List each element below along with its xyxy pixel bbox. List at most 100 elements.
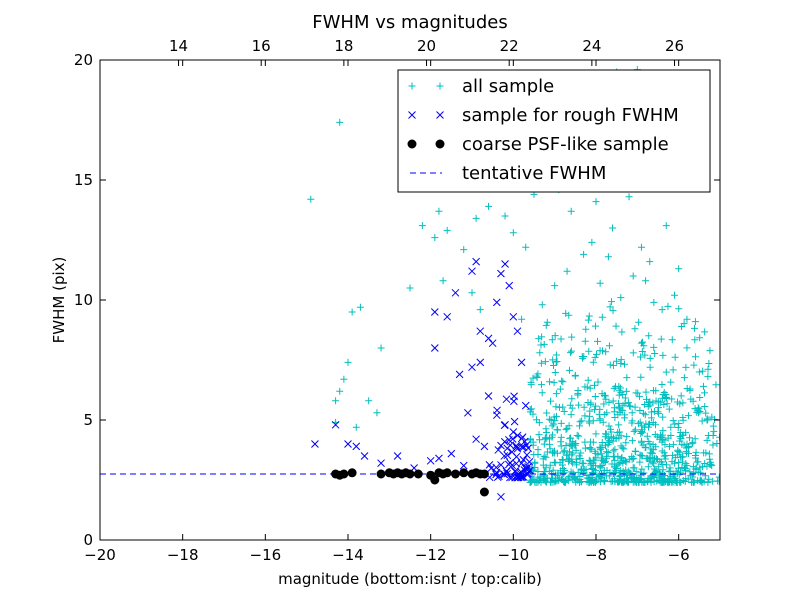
all-sample-point [689,463,697,471]
all-sample-point [546,378,554,386]
all-sample-point [550,420,558,428]
all-sample-point [577,449,585,457]
all-sample-point [537,359,545,367]
all-sample-point [672,467,680,475]
all-sample-point [677,453,685,461]
all-sample-point [637,430,645,438]
all-sample-point [683,344,691,352]
all-sample-point [577,465,585,473]
all-sample-point [559,448,567,456]
all-sample-point [671,353,679,361]
all-sample-point [675,419,683,427]
all-sample-point [567,411,575,419]
all-sample-point [655,409,663,417]
psf-like-sample-point [413,469,423,479]
all-sample-point [623,374,631,382]
all-sample-point [551,332,559,340]
all-sample-point [552,358,560,366]
all-sample-point [592,198,600,206]
all-sample-point [603,409,611,417]
legend-label: all sample [462,76,554,97]
rough-fwhm-sample-point [508,473,516,482]
all-sample-point [556,385,564,393]
all-sample-point [612,464,620,472]
rough-fwhm-sample-point [492,470,500,479]
all-sample-point [534,370,542,378]
all-sample-point [612,322,620,330]
all-sample-point [654,397,662,405]
all-sample-point [348,308,356,316]
all-sample-point [522,243,530,251]
all-sample-point [635,318,643,326]
all-sample-point [557,433,565,441]
all-sample-point [373,409,381,417]
all-sample-point [675,305,683,313]
x-tick-label: −16 [250,546,282,564]
rough-fwhm-sample-point [476,358,485,367]
all-sample-point [641,351,649,359]
all-sample-point [702,449,710,457]
rough-fwhm-sample-point [485,461,494,469]
all-sample-point [624,399,632,407]
all-sample-point [662,368,670,376]
all-sample-point [586,407,594,415]
all-sample-point [575,422,583,430]
all-sample-point [602,472,610,480]
all-sample-point [546,440,554,448]
all-sample-point [578,459,586,467]
rough-fwhm-sample-point [480,442,489,451]
rough-fwhm-sample-point [492,298,501,307]
all-sample-point [581,337,589,345]
all-sample-point [715,477,720,485]
all-sample-point [617,294,625,302]
all-sample-point [696,334,704,342]
all-sample-point [605,438,613,446]
all-sample-point [692,454,700,462]
all-sample-point [699,367,707,375]
all-sample-point [608,298,616,306]
all-sample-point [622,458,630,466]
all-sample-point [650,298,658,306]
all-sample-point [606,361,614,369]
all-sample-point [336,387,344,395]
all-sample-point [540,340,548,348]
all-sample-point [652,468,660,476]
all-sample-point [576,477,584,485]
rough-fwhm-sample-point [510,417,519,426]
all-sample-point [581,438,589,446]
all-sample-point [598,313,606,321]
all-sample-point [625,193,633,201]
legend-marker [436,111,444,119]
psf-like-sample-point [459,468,469,478]
rough-fwhm-sample-point [472,435,480,444]
all-sample-point [551,459,559,467]
all-sample-point [540,471,548,479]
all-sample-point [548,431,556,439]
all-sample-point [691,336,699,344]
all-sample-point [592,402,600,410]
all-sample-point [591,447,599,455]
all-sample-point [625,469,633,477]
all-sample-point [596,415,604,423]
rough-fwhm-sample-point [488,339,497,348]
all-sample-point [662,390,670,398]
all-sample-point [567,207,575,215]
all-sample-point [590,469,598,477]
all-sample-point [611,414,619,422]
rough-fwhm-sample-point [503,444,512,453]
all-sample-point [596,471,604,479]
all-sample-point [683,440,691,448]
all-sample-point [614,411,622,419]
all-sample-point [645,399,653,407]
y-tick-label: 0 [83,531,93,549]
all-sample-point [579,469,587,477]
all-sample-point [597,450,605,458]
all-sample-point [681,477,689,485]
rough-fwhm-sample-point [508,461,517,470]
all-sample-point [706,458,714,466]
all-sample-point [596,347,604,355]
rough-fwhm-sample-point [509,312,518,321]
all-sample-point [344,358,352,366]
rough-fwhm-sample-point [430,344,439,352]
